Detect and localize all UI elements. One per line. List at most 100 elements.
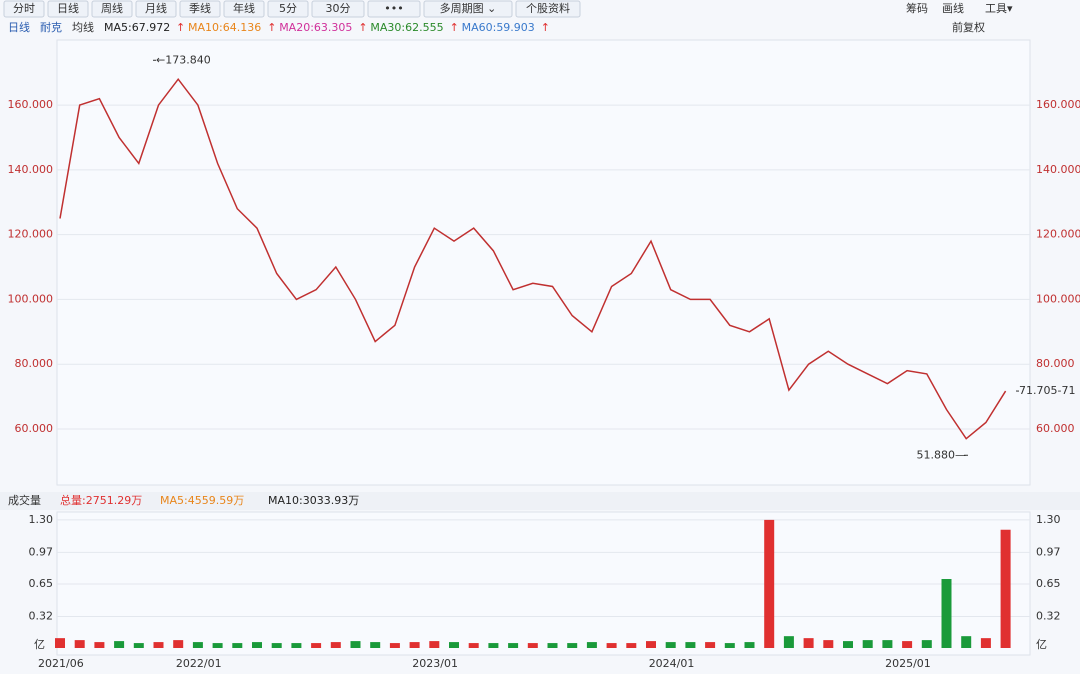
y-tick-label-right: 0.32 bbox=[1036, 609, 1061, 622]
up-arrow: ↑ bbox=[541, 21, 550, 34]
tab-label[interactable]: 5分 bbox=[279, 2, 297, 15]
tab-button[interactable] bbox=[267, 0, 309, 18]
volume-bar bbox=[291, 643, 302, 648]
high-label: ←173.840 bbox=[156, 53, 211, 66]
volume-bar bbox=[508, 643, 519, 648]
volume-bar bbox=[744, 642, 755, 648]
up-arrow: ↑ bbox=[176, 21, 185, 34]
tab-button[interactable] bbox=[179, 0, 221, 18]
x-tick-label: 2025/01 bbox=[885, 657, 931, 670]
volume-bar bbox=[665, 642, 676, 648]
tab-label[interactable]: 个股资料 bbox=[526, 1, 570, 15]
tab-label[interactable]: 季线 bbox=[189, 1, 211, 15]
y-tick-label: 160.000 bbox=[8, 98, 54, 111]
volume-legend-item: 总量:2751.29万 bbox=[60, 493, 142, 507]
tab-label[interactable]: 多周期图 ⌄ bbox=[440, 1, 497, 15]
volume-bar bbox=[527, 643, 538, 648]
volume-bar bbox=[468, 643, 479, 648]
tab-button[interactable] bbox=[515, 0, 581, 18]
y-tick-label-right: 0.65 bbox=[1036, 577, 1061, 590]
y-tick-label-right: 60.000 bbox=[1036, 422, 1075, 435]
last-label: 71.705-71 bbox=[1019, 384, 1075, 397]
tab-button[interactable] bbox=[423, 0, 513, 18]
volume-bar bbox=[823, 640, 834, 648]
volume-bar bbox=[94, 642, 105, 648]
tool-label[interactable]: 画线 bbox=[942, 1, 964, 15]
tab-label[interactable]: 分时 bbox=[13, 2, 35, 15]
volume-bar bbox=[252, 642, 262, 648]
legend-item: 日线 bbox=[8, 20, 30, 34]
y-tick-label: 100.000 bbox=[8, 292, 54, 305]
up-arrow: ↑ bbox=[358, 21, 367, 34]
x-tick-label: 2022/01 bbox=[176, 657, 222, 670]
y-tick-label: 1.30 bbox=[29, 513, 54, 526]
y-tick-label-right: 120.000 bbox=[1036, 228, 1080, 241]
legend-item: MA30:62.555 bbox=[370, 21, 443, 34]
volume-bar bbox=[449, 642, 459, 648]
volume-bar bbox=[488, 643, 499, 648]
volume-bar bbox=[705, 642, 716, 648]
volume-bar bbox=[133, 643, 144, 648]
y-tick-label: 80.000 bbox=[15, 357, 54, 370]
volume-bar bbox=[941, 579, 952, 648]
volume-bar bbox=[902, 641, 913, 648]
tool-label[interactable]: 工具▾ bbox=[985, 2, 1013, 15]
tab-button[interactable] bbox=[223, 0, 265, 18]
volume-bar bbox=[232, 643, 243, 648]
volume-bar bbox=[370, 642, 381, 648]
volume-legend-item: 成交量 bbox=[8, 493, 41, 507]
volume-bar bbox=[153, 642, 164, 648]
tool-label[interactable]: 筹码 bbox=[906, 1, 928, 15]
volume-bar bbox=[547, 643, 558, 648]
tab-label[interactable]: 年线 bbox=[233, 1, 255, 15]
price-plot bbox=[56, 39, 1031, 486]
tab-label[interactable]: ••• bbox=[384, 2, 403, 15]
legend-item: MA10:64.136 bbox=[188, 21, 261, 34]
legend-item: 均线 bbox=[72, 20, 94, 34]
tab-button[interactable] bbox=[47, 0, 89, 18]
tab-button[interactable] bbox=[311, 0, 365, 18]
tab-button[interactable] bbox=[91, 0, 133, 18]
tab-button[interactable] bbox=[135, 0, 177, 18]
volume-bar bbox=[114, 641, 125, 648]
y-tick-label: 0.32 bbox=[29, 609, 54, 622]
volume-bar bbox=[567, 643, 578, 648]
volume-bar bbox=[192, 642, 203, 648]
y-tick-label-right: 0.97 bbox=[1036, 545, 1061, 558]
x-tick-label: 2023/01 bbox=[412, 657, 458, 670]
volume-bar bbox=[429, 641, 440, 648]
volume-bar bbox=[55, 638, 65, 648]
tab-label[interactable]: 日线 bbox=[57, 1, 79, 15]
volume-bar bbox=[330, 642, 341, 648]
tab-button[interactable] bbox=[3, 0, 45, 18]
volume-bar bbox=[271, 643, 282, 648]
legend-item: MA5:67.972 bbox=[104, 21, 170, 34]
x-tick-label: 2021/06 bbox=[38, 657, 84, 670]
y-tick-label-right: 160.000 bbox=[1036, 98, 1080, 111]
volume-bar bbox=[803, 638, 814, 648]
volume-header bbox=[0, 492, 1080, 510]
volume-bar bbox=[350, 641, 361, 648]
volume-bar bbox=[961, 636, 972, 648]
tab-button[interactable] bbox=[367, 0, 421, 18]
tab-label[interactable]: 月线 bbox=[145, 1, 167, 15]
volume-bar bbox=[586, 642, 597, 648]
y-tick-label-right: 80.000 bbox=[1036, 357, 1075, 370]
tab-label[interactable]: 周线 bbox=[101, 1, 123, 15]
tab-label[interactable]: 30分 bbox=[326, 2, 351, 15]
y-tick-label: 60.000 bbox=[15, 422, 54, 435]
adjust-label[interactable]: 前复权 bbox=[952, 20, 985, 34]
up-arrow: ↑ bbox=[267, 21, 276, 34]
volume-bar bbox=[980, 638, 991, 648]
volume-legend-item: MA5:4559.59万 bbox=[160, 494, 244, 507]
unit-label-right: 亿 bbox=[1036, 638, 1047, 651]
volume-bar bbox=[783, 636, 794, 648]
volume-bar bbox=[311, 643, 322, 648]
legend-item: MA20:63.305 bbox=[279, 21, 352, 34]
volume-bar bbox=[173, 640, 184, 648]
volume-legend-item: MA10:3033.93万 bbox=[268, 494, 359, 507]
volume-bar bbox=[764, 519, 775, 648]
volume-bar bbox=[724, 643, 735, 648]
x-tick-label: 2024/01 bbox=[649, 657, 695, 670]
